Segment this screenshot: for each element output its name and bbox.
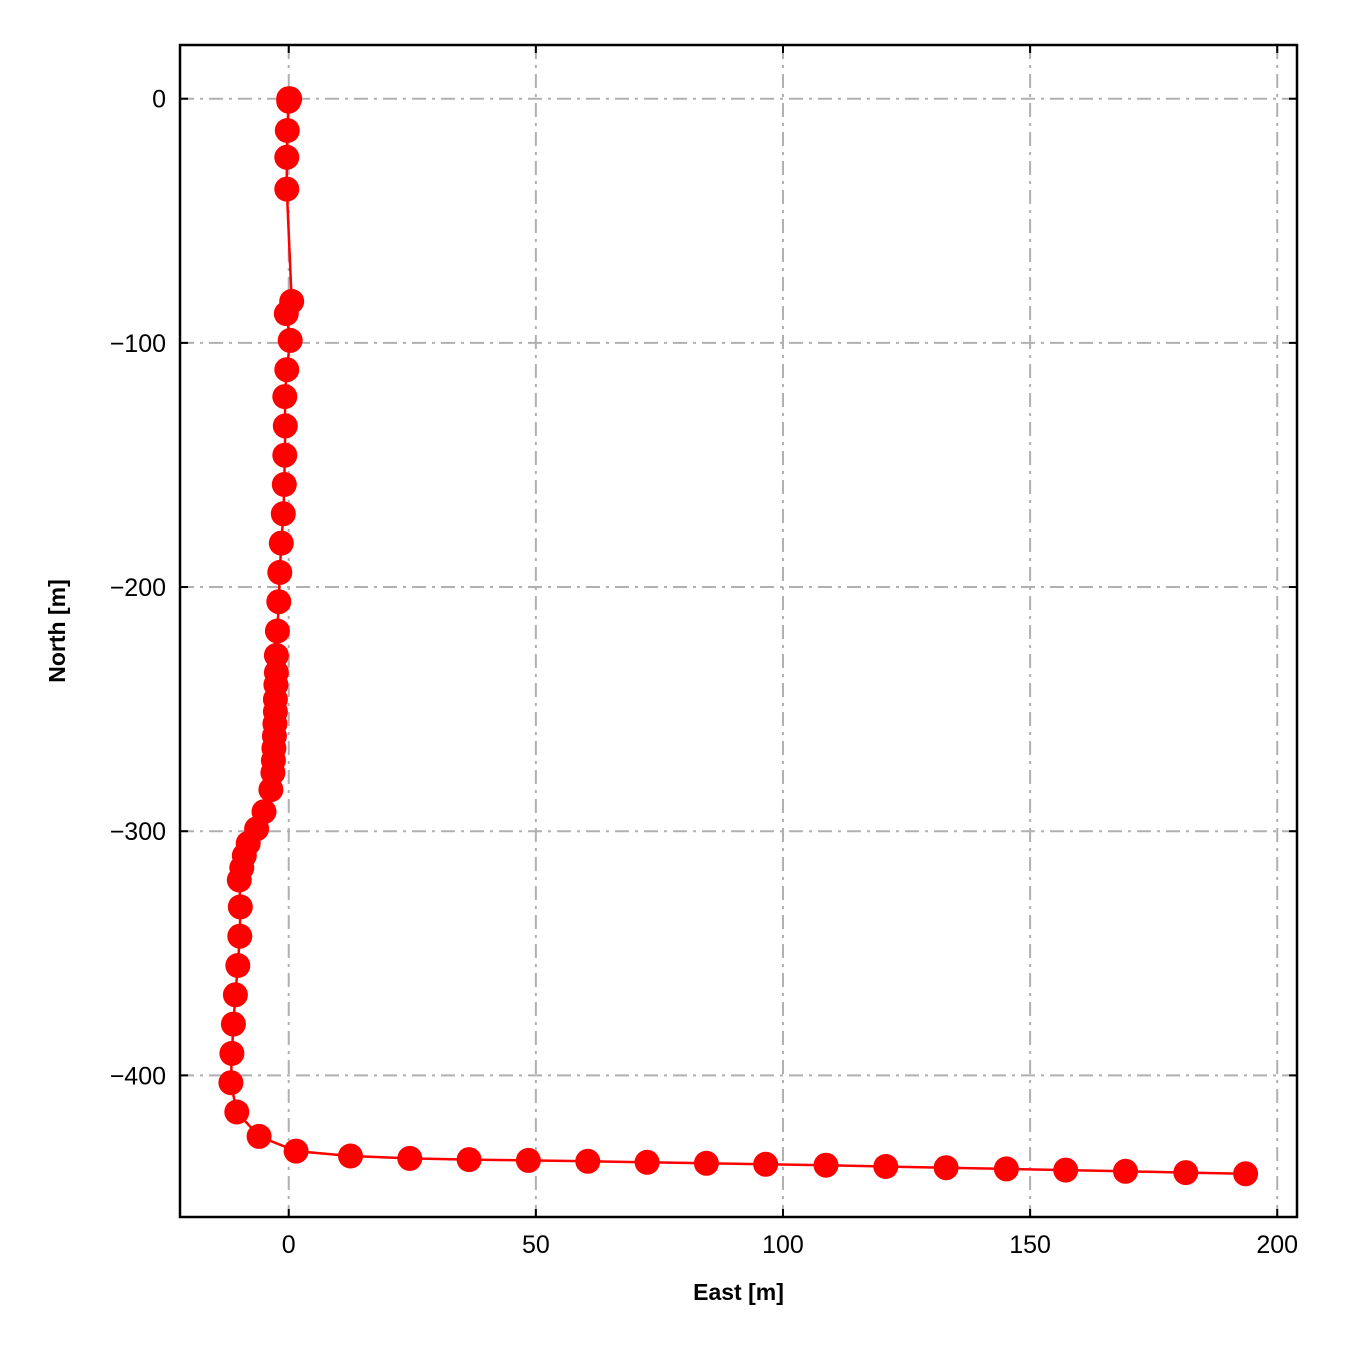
plot-frame xyxy=(178,43,1299,1219)
tick-marks xyxy=(180,45,1297,1217)
data-point xyxy=(283,1138,309,1164)
data-point xyxy=(268,530,294,556)
data-point xyxy=(272,384,298,410)
data-point xyxy=(220,1011,246,1037)
data-point xyxy=(219,1040,245,1066)
data-point xyxy=(277,327,303,353)
y-tick-label: −400 xyxy=(110,1062,166,1090)
data-point xyxy=(246,1123,272,1149)
x-tick-label: 200 xyxy=(1256,1231,1298,1259)
data-point xyxy=(274,144,300,170)
data-point xyxy=(634,1149,660,1175)
data-point xyxy=(270,501,296,527)
series-layer xyxy=(218,86,1259,1187)
y-tick-label: −200 xyxy=(110,574,166,602)
data-point xyxy=(1173,1160,1199,1186)
data-point xyxy=(515,1147,541,1173)
data-point xyxy=(575,1148,601,1174)
data-point xyxy=(274,118,300,143)
y-tick-label: −300 xyxy=(110,818,166,846)
data-point xyxy=(813,1152,839,1178)
y-axis-label: North [m] xyxy=(44,579,70,682)
data-point xyxy=(693,1150,719,1176)
data-point xyxy=(267,559,293,585)
y-tick-labels: 0 −100 −200 −300 −400 xyxy=(110,86,166,1091)
data-point xyxy=(258,777,284,803)
data-point xyxy=(1233,1161,1259,1187)
data-point xyxy=(266,589,292,615)
data-point xyxy=(1113,1158,1138,1184)
data-point xyxy=(218,1070,244,1096)
data-point xyxy=(224,1099,250,1125)
data-point xyxy=(273,301,299,327)
trajectory-line xyxy=(229,97,1246,1176)
data-point xyxy=(272,442,298,468)
data-point xyxy=(933,1155,959,1181)
y-tick-label: −100 xyxy=(110,330,166,358)
data-point xyxy=(276,88,302,114)
data-point xyxy=(264,618,290,644)
data-point xyxy=(397,1145,423,1171)
grid xyxy=(180,45,1297,1217)
x-tick-labels: 0 50 100 150 200 xyxy=(282,1231,1298,1259)
data-point xyxy=(873,1154,899,1179)
x-tick-label: 50 xyxy=(522,1231,550,1259)
data-point xyxy=(1053,1157,1079,1183)
data-point xyxy=(227,894,253,920)
data-point xyxy=(274,176,300,202)
x-tick-label: 150 xyxy=(1009,1231,1051,1259)
data-point xyxy=(753,1151,779,1177)
data-point xyxy=(272,413,298,439)
data-point xyxy=(226,867,252,893)
x-tick-label: 0 xyxy=(282,1231,296,1259)
data-point xyxy=(263,642,289,668)
data-point xyxy=(227,923,253,949)
x-tick-label: 100 xyxy=(762,1231,804,1259)
x-axis-label: East [m] xyxy=(693,1279,784,1305)
data-point xyxy=(993,1156,1019,1182)
y-tick-label: 0 xyxy=(152,86,166,114)
data-point xyxy=(271,472,297,497)
data-point xyxy=(274,357,300,383)
data-point xyxy=(225,953,251,978)
data-point xyxy=(456,1147,482,1173)
data-point xyxy=(222,982,248,1008)
data-point xyxy=(338,1143,363,1169)
